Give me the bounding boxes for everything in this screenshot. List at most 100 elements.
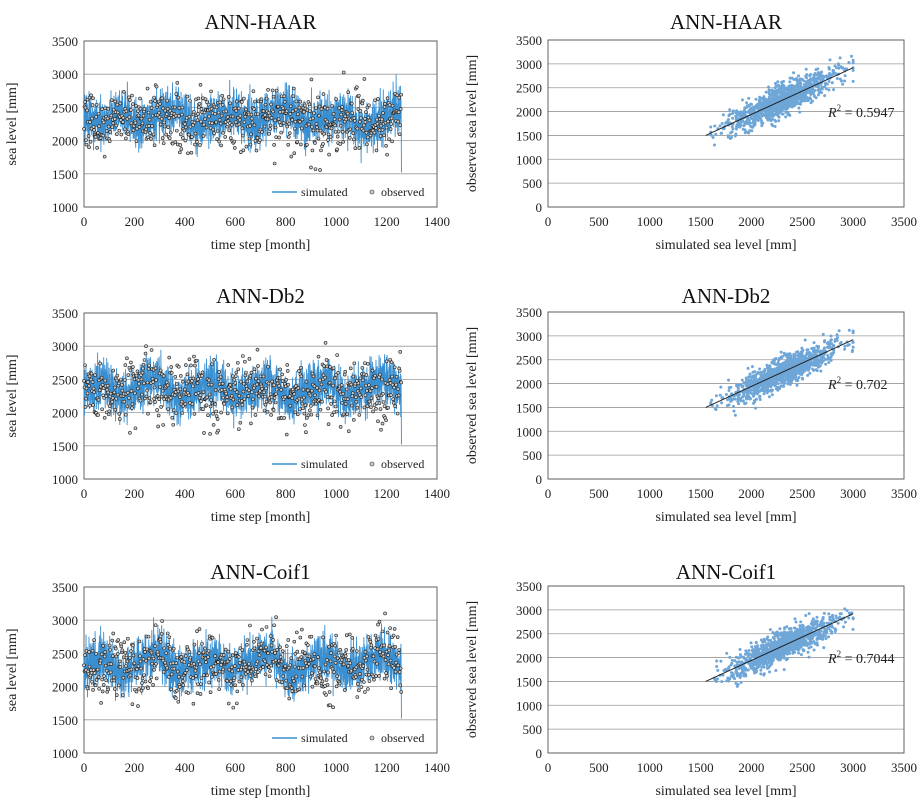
observed-point — [330, 104, 334, 108]
scatter-point — [739, 399, 743, 403]
observed-point — [227, 657, 232, 661]
observed-point — [99, 375, 104, 380]
observed-point — [110, 400, 115, 404]
observed-point — [267, 132, 271, 136]
observed-point — [376, 622, 380, 627]
y-tick-label: 1000 — [516, 152, 542, 167]
observed-point — [339, 112, 343, 117]
observed-point — [225, 124, 230, 129]
observed-point — [396, 110, 401, 115]
scatter-point — [779, 384, 783, 388]
y-tick-label: 3500 — [516, 579, 542, 594]
observed-point — [359, 386, 363, 391]
observed-point — [197, 105, 201, 110]
scatter-point — [746, 110, 750, 114]
observed-point — [203, 97, 208, 101]
scatter-point — [769, 108, 773, 112]
scatter-point — [811, 99, 814, 103]
x-tick-label: 1000 — [323, 486, 349, 501]
observed-point — [357, 93, 361, 98]
scatter-point — [742, 124, 746, 128]
observed-point — [145, 380, 150, 385]
observed-point — [179, 655, 184, 659]
observed-point — [390, 139, 394, 144]
scatter-point — [778, 105, 782, 109]
scatter-point — [763, 113, 767, 117]
observed-point — [301, 666, 306, 670]
observed-point — [366, 115, 371, 120]
y-tick-label: 1500 — [516, 674, 542, 689]
scatter-point — [774, 99, 778, 103]
observed-point — [392, 385, 396, 390]
observed-point — [240, 403, 245, 407]
observed-point — [263, 113, 267, 118]
observed-point — [161, 374, 166, 378]
scatter-point — [767, 665, 771, 669]
observed-point — [97, 124, 101, 129]
timeseries-panel-coif1: ANN-Coif1 1000 1500 2000 2500 3000 3500 0 200 40… — [0, 546, 460, 811]
scatter-point — [747, 96, 751, 100]
observed-point — [172, 666, 177, 671]
scatter-point — [827, 346, 831, 350]
observed-point — [249, 370, 254, 375]
observed-point — [205, 673, 209, 678]
observed-point — [356, 381, 361, 386]
observed-point — [209, 398, 213, 402]
observed-point — [285, 686, 290, 691]
observed-point — [135, 676, 140, 680]
observed-point — [174, 661, 179, 665]
observed-point — [302, 110, 306, 114]
observed-point — [131, 102, 135, 106]
scatter-point — [720, 131, 724, 135]
observed-point — [233, 683, 238, 687]
observed-point — [269, 643, 274, 648]
observed-point — [204, 660, 208, 664]
observed-point — [111, 121, 116, 126]
observed-point — [287, 122, 292, 126]
observed-point — [116, 638, 121, 642]
observed-point — [174, 92, 179, 96]
observed-point — [396, 651, 401, 655]
scatter-point — [843, 347, 847, 351]
observed-point — [264, 645, 268, 650]
observed-point — [106, 687, 111, 692]
scatter-point — [757, 115, 761, 119]
observed-point — [389, 686, 393, 691]
scatter-point — [798, 110, 802, 114]
observed-point — [89, 671, 94, 675]
observed-point — [123, 127, 127, 132]
observed-point — [367, 118, 372, 123]
observed-point — [204, 403, 209, 408]
observed-point — [121, 693, 125, 697]
y-tick-label: 1000 — [52, 746, 78, 761]
scatter-point — [822, 646, 826, 650]
observed-point — [138, 96, 142, 101]
scatter-point — [714, 132, 718, 136]
observed-point — [250, 405, 255, 410]
observed-point — [385, 674, 389, 678]
x-tick-label: 800 — [276, 760, 296, 775]
observed-point — [391, 401, 396, 405]
observed-point — [280, 372, 284, 377]
observed-point — [341, 70, 346, 75]
observed-point — [298, 407, 302, 411]
observed-point — [372, 130, 377, 135]
scatter-point — [756, 389, 760, 393]
scatter-point — [783, 88, 787, 92]
scatter-point — [714, 394, 718, 398]
observed-point — [364, 110, 368, 114]
observed-point — [157, 111, 161, 115]
observed-point — [240, 100, 244, 104]
scatter-point — [730, 658, 734, 662]
trendline — [705, 339, 854, 408]
observed-point — [129, 360, 133, 365]
scatter-point — [820, 361, 824, 365]
observed-point — [150, 377, 155, 381]
observed-point — [221, 667, 225, 672]
timeseries-panel-db2: ANN-Db2 1000 1500 2000 2500 3000 3500 0 200 400 6… — [0, 272, 460, 540]
scatter-point — [769, 384, 773, 388]
observed-point — [107, 643, 112, 648]
observed-point — [221, 131, 225, 135]
scatter-point — [799, 98, 803, 102]
